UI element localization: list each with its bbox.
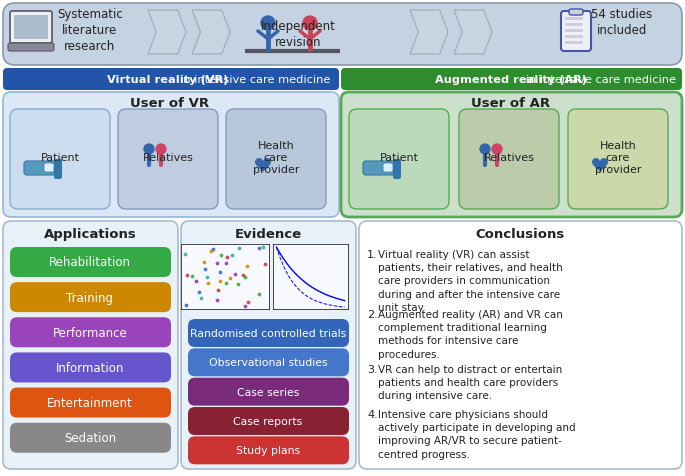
FancyBboxPatch shape <box>561 12 591 52</box>
FancyBboxPatch shape <box>363 162 399 176</box>
FancyBboxPatch shape <box>3 93 339 218</box>
FancyBboxPatch shape <box>54 159 62 179</box>
FancyBboxPatch shape <box>24 162 60 176</box>
FancyBboxPatch shape <box>565 42 583 45</box>
Text: Case series: Case series <box>237 387 299 397</box>
FancyBboxPatch shape <box>10 388 171 418</box>
Text: 1.: 1. <box>367 249 377 259</box>
Text: Performance: Performance <box>53 326 127 339</box>
Circle shape <box>156 145 166 155</box>
Circle shape <box>144 145 154 155</box>
FancyBboxPatch shape <box>565 24 583 27</box>
FancyBboxPatch shape <box>569 10 583 16</box>
FancyBboxPatch shape <box>341 69 682 91</box>
Text: Relatives: Relatives <box>484 153 534 163</box>
FancyBboxPatch shape <box>44 164 54 173</box>
Polygon shape <box>410 11 448 55</box>
Text: Systematic
literature
research: Systematic literature research <box>57 8 123 53</box>
Text: Relatives: Relatives <box>142 153 193 163</box>
FancyBboxPatch shape <box>459 110 559 209</box>
FancyBboxPatch shape <box>349 110 449 209</box>
Circle shape <box>303 17 317 31</box>
FancyBboxPatch shape <box>10 283 171 312</box>
Text: VR can help to distract or entertain
patients and health care providers
during i: VR can help to distract or entertain pat… <box>378 364 562 401</box>
Circle shape <box>261 17 275 31</box>
Circle shape <box>492 145 502 155</box>
Polygon shape <box>592 159 608 173</box>
Polygon shape <box>454 11 492 55</box>
Polygon shape <box>148 11 186 55</box>
Text: Case reports: Case reports <box>234 416 303 426</box>
Text: Patient: Patient <box>379 153 419 163</box>
FancyBboxPatch shape <box>568 110 668 209</box>
Text: Randomised controlled trials: Randomised controlled trials <box>190 328 346 338</box>
FancyBboxPatch shape <box>10 12 52 44</box>
FancyBboxPatch shape <box>565 30 583 33</box>
Text: Health
care
provider: Health care provider <box>595 140 641 175</box>
FancyBboxPatch shape <box>3 221 178 469</box>
Text: Study plans: Study plans <box>236 446 300 456</box>
Text: Conclusions: Conclusions <box>475 228 564 240</box>
Text: Augmented reality (AR): Augmented reality (AR) <box>435 75 587 85</box>
Text: in intensive care medicine: in intensive care medicine <box>179 75 330 85</box>
Text: User of VR: User of VR <box>130 97 210 110</box>
FancyBboxPatch shape <box>188 348 349 377</box>
FancyBboxPatch shape <box>188 436 349 465</box>
FancyBboxPatch shape <box>181 221 356 469</box>
Text: Virtual reality (VR) can assist
patients, their relatives, and health
care provi: Virtual reality (VR) can assist patients… <box>378 249 563 312</box>
Text: Health
care
provider: Health care provider <box>253 140 299 175</box>
FancyBboxPatch shape <box>393 159 401 179</box>
FancyBboxPatch shape <box>188 407 349 435</box>
FancyBboxPatch shape <box>14 16 48 40</box>
Text: Rehabilitation: Rehabilitation <box>49 256 131 269</box>
Text: Observational studies: Observational studies <box>209 357 327 367</box>
Text: Information: Information <box>55 361 124 374</box>
Text: User of AR: User of AR <box>471 97 551 110</box>
Text: Virtual reality (VR): Virtual reality (VR) <box>108 75 233 85</box>
Text: 3.: 3. <box>367 364 377 374</box>
Text: Patient: Patient <box>40 153 79 163</box>
FancyBboxPatch shape <box>188 319 349 347</box>
Circle shape <box>480 145 490 155</box>
FancyBboxPatch shape <box>3 4 682 66</box>
FancyBboxPatch shape <box>10 353 171 383</box>
FancyBboxPatch shape <box>341 93 682 218</box>
Text: Intensive care physicians should
actively participate in developing and
improvin: Intensive care physicians should activel… <box>378 409 575 459</box>
FancyBboxPatch shape <box>226 110 326 209</box>
FancyBboxPatch shape <box>10 248 171 278</box>
FancyBboxPatch shape <box>565 18 583 21</box>
Text: in intensive care medicine: in intensive care medicine <box>522 75 676 85</box>
FancyBboxPatch shape <box>10 423 171 453</box>
FancyBboxPatch shape <box>3 69 339 91</box>
Polygon shape <box>192 11 230 55</box>
Text: 2.: 2. <box>367 309 377 319</box>
Text: Applications: Applications <box>44 228 136 240</box>
Text: Augmented reality (AR) and VR can
complement traditional learning
methods for in: Augmented reality (AR) and VR can comple… <box>378 309 563 359</box>
FancyBboxPatch shape <box>383 164 393 173</box>
FancyBboxPatch shape <box>188 378 349 406</box>
Text: Sedation: Sedation <box>64 431 116 444</box>
Text: 54 studies
included: 54 studies included <box>591 8 653 37</box>
FancyBboxPatch shape <box>10 317 171 347</box>
FancyBboxPatch shape <box>359 221 682 469</box>
Text: Training: Training <box>66 291 114 304</box>
FancyBboxPatch shape <box>565 36 583 39</box>
FancyBboxPatch shape <box>8 44 54 52</box>
Text: Entertainment: Entertainment <box>47 396 133 409</box>
FancyBboxPatch shape <box>10 110 110 209</box>
Text: 4.: 4. <box>367 409 377 419</box>
Text: Independent
revision: Independent revision <box>260 20 336 49</box>
Polygon shape <box>255 159 271 173</box>
FancyBboxPatch shape <box>118 110 218 209</box>
Text: Evidence: Evidence <box>234 228 301 240</box>
